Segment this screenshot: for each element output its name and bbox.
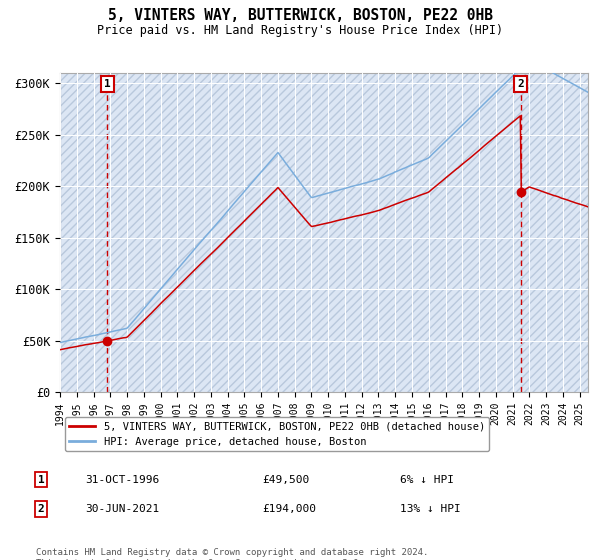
Text: 5, VINTERS WAY, BUTTERWICK, BOSTON, PE22 0HB: 5, VINTERS WAY, BUTTERWICK, BOSTON, PE22… [107,8,493,24]
Text: £49,500: £49,500 [262,475,309,484]
Text: 13% ↓ HPI: 13% ↓ HPI [400,504,461,514]
Text: 31-OCT-1996: 31-OCT-1996 [85,475,160,484]
Text: 6% ↓ HPI: 6% ↓ HPI [400,475,454,484]
Text: 30-JUN-2021: 30-JUN-2021 [85,504,160,514]
Text: £194,000: £194,000 [262,504,316,514]
Text: 1: 1 [104,79,111,89]
Text: 2: 2 [38,504,44,514]
Text: Contains HM Land Registry data © Crown copyright and database right 2024.
This d: Contains HM Land Registry data © Crown c… [35,548,428,560]
Text: Price paid vs. HM Land Registry's House Price Index (HPI): Price paid vs. HM Land Registry's House … [97,24,503,36]
Text: 2: 2 [518,79,524,89]
Legend: 5, VINTERS WAY, BUTTERWICK, BOSTON, PE22 0HB (detached house), HPI: Average pric: 5, VINTERS WAY, BUTTERWICK, BOSTON, PE22… [65,417,489,451]
Text: 1: 1 [38,475,44,484]
